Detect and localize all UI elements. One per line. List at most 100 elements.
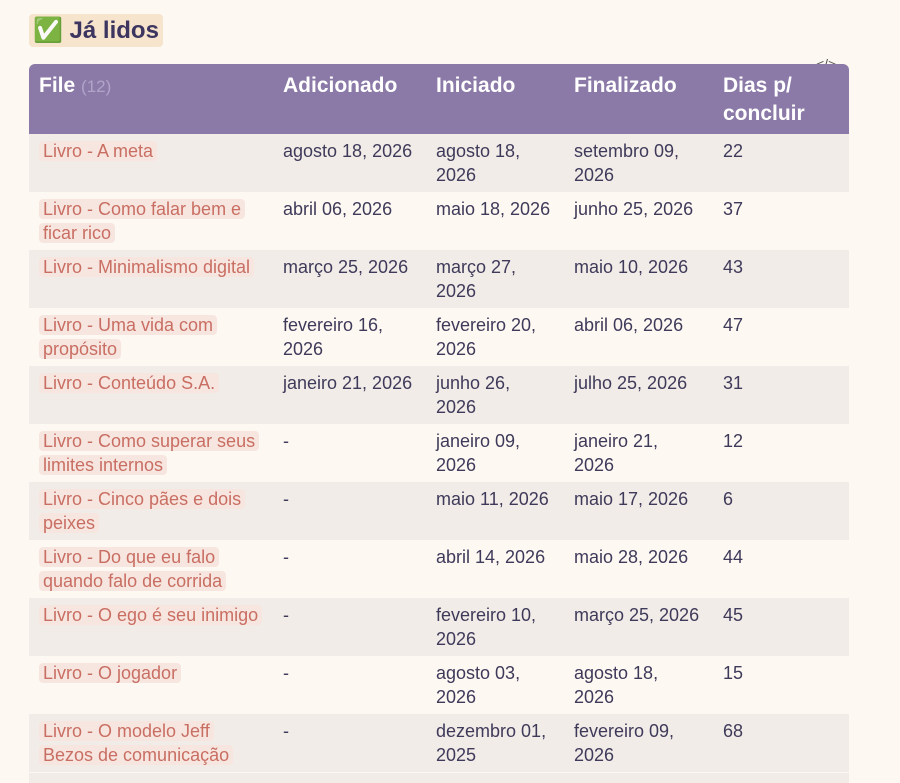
cell-text: 43 (723, 257, 744, 277)
table-cell: agosto 03, 2026 (426, 656, 564, 714)
cell-text: fevereiro 10, 2026 (436, 605, 537, 649)
cell-text: agosto 03, 2026 (436, 663, 521, 707)
table-cell: Livro - A meta (29, 134, 273, 192)
table-cell: 6 (713, 482, 849, 540)
table-cell: - (273, 656, 426, 714)
column-header[interactable]: Dias p/ concluir (713, 64, 849, 134)
cell-text: - (283, 605, 289, 625)
table-cell: fevereiro 16, 2026 (273, 308, 426, 366)
table-cell: - (273, 598, 426, 656)
table-cell: 12 (713, 424, 849, 482)
cell-text: maio 11, 2026 (436, 489, 549, 509)
header-row: File (12) Adicionado Iniciado Finalizado Dia… (29, 64, 849, 134)
table-cell: - (273, 424, 426, 482)
table-cell: Livro - Uma vida com propósito (29, 308, 273, 366)
cell-text: fevereiro 16, 2026 (283, 315, 384, 359)
file-link[interactable]: Livro - Como falar bem e ficar rico (39, 199, 246, 243)
cell-text: agosto 18, 2026 (574, 663, 659, 707)
file-link[interactable]: Livro - O jogador (39, 663, 182, 683)
table-cell: julho 25, 2026 (564, 366, 713, 424)
table-body: Livro - A meta agosto 18, 2026 agosto 18, … (29, 134, 849, 772)
cell-text: março 25, 2026 (283, 257, 409, 277)
column-header[interactable]: File (12) (29, 64, 273, 134)
table-cell: - (273, 482, 426, 540)
cell-text: - (283, 663, 289, 683)
table-cell: dezembro 01, 2025 (426, 714, 564, 772)
cell-text: maio 28, 2026 (574, 547, 689, 567)
table-cell: junho 26, 2026 (426, 366, 564, 424)
table: File (12) Adicionado Iniciado Finalizado Dia… (29, 64, 849, 772)
cell-text: abril 06, 2026 (283, 199, 393, 219)
table-row: Livro - Do que eu falo quando falo de co… (29, 540, 849, 598)
cell-text: - (283, 721, 289, 741)
cell-text: 15 (723, 663, 744, 683)
file-link[interactable]: Livro - Conteúdo S.A. (39, 373, 220, 393)
table-cell: - (273, 714, 426, 772)
table-cell: março 25, 2026 (564, 598, 713, 656)
column-header[interactable]: Adicionado (273, 64, 426, 134)
cell-text: março 27, 2026 (436, 257, 517, 301)
column-header[interactable]: Iniciado (426, 64, 564, 134)
table-cell: Livro - Como superar seus limites intern… (29, 424, 273, 482)
table-cell: janeiro 21, 2026 (273, 366, 426, 424)
table-cell: Livro - Como falar bem e ficar rico (29, 192, 273, 250)
table-cell: fevereiro 09, 2026 (564, 714, 713, 772)
table-row: Livro - Cinco pães e dois peixes - maio 11… (29, 482, 849, 540)
cell-text: agosto 18, 2026 (436, 141, 521, 185)
file-link[interactable]: Livro - Uma vida com propósito (39, 315, 218, 359)
column-header[interactable]: Finalizado (564, 64, 713, 134)
file-link[interactable]: Livro - Cinco pães e dois peixes (39, 489, 246, 533)
table-cell: maio 28, 2026 (564, 540, 713, 598)
file-link[interactable]: Livro - Do que eu falo quando falo de co… (39, 547, 227, 591)
cell-text: julho 25, 2026 (574, 373, 688, 393)
cell-text: - (283, 431, 289, 451)
table-row: Livro - O modelo Jeff Bezos de comunicaç… (29, 714, 849, 772)
cell-text: - (283, 489, 289, 509)
file-link[interactable]: Livro - Minimalismo digital (39, 257, 255, 277)
table-cell: setembro 09, 2026 (564, 134, 713, 192)
table-cell: 22 (713, 134, 849, 192)
heading: ✅ Já lidos (29, 14, 163, 47)
table-cell: janeiro 21, 2026 (564, 424, 713, 482)
cell-text: dezembro 01, 2025 (436, 721, 547, 765)
header-label: Adicionado (283, 74, 398, 97)
cell-text: setembro 09, 2026 (574, 141, 680, 185)
cell-text: fevereiro 09, 2026 (574, 721, 675, 765)
table-cell: - (273, 540, 426, 598)
table-cell: 45 (713, 598, 849, 656)
table-cell: agosto 18, 2026 (426, 134, 564, 192)
table-cell: 15 (713, 656, 849, 714)
cell-text: abril 06, 2026 (574, 315, 684, 335)
table-cell: fevereiro 20, 2026 (426, 308, 564, 366)
cell-text: junho 26, 2026 (436, 373, 511, 417)
file-link[interactable]: Livro - O modelo Jeff Bezos de comunicaç… (39, 721, 234, 765)
table-row: Livro - Uma vida com propósito fevereiro … (29, 308, 849, 366)
table-row: Livro - A meta agosto 18, 2026 agosto 18, … (29, 134, 849, 192)
table-cell: março 25, 2026 (273, 250, 426, 308)
cell-text: maio 17, 2026 (574, 489, 689, 509)
file-link[interactable]: Livro - Como superar seus limites intern… (39, 431, 260, 475)
cell-text: 37 (723, 199, 744, 219)
file-link[interactable]: Livro - O ego é seu inimigo (39, 605, 263, 625)
next-row (29, 773, 849, 783)
file-link[interactable]: Livro - A meta (39, 141, 158, 161)
header-label: Dias p/ concluir (723, 74, 805, 125)
cell-text: maio 10, 2026 (574, 257, 689, 277)
cell-text: 31 (723, 373, 744, 393)
table-cell: agosto 18, 2026 (273, 134, 426, 192)
table-cell: 43 (713, 250, 849, 308)
table-cell: abril 06, 2026 (273, 192, 426, 250)
header-label: Iniciado (436, 74, 516, 97)
cell-text: janeiro 21, 2026 (574, 431, 659, 475)
table-cell: 44 (713, 540, 849, 598)
cell-text: - (283, 547, 289, 567)
cell-text: agosto 18, 2026 (283, 141, 413, 161)
cell-text: 47 (723, 315, 744, 335)
cell-text: 44 (723, 547, 744, 567)
cell-text: janeiro 09, 2026 (436, 431, 521, 475)
table-row: Livro - Como falar bem e ficar rico abril… (29, 192, 849, 250)
table-cell: fevereiro 10, 2026 (426, 598, 564, 656)
table-cell: maio 10, 2026 (564, 250, 713, 308)
table-cell: janeiro 09, 2026 (426, 424, 564, 482)
table-cell: Livro - O jogador (29, 656, 273, 714)
